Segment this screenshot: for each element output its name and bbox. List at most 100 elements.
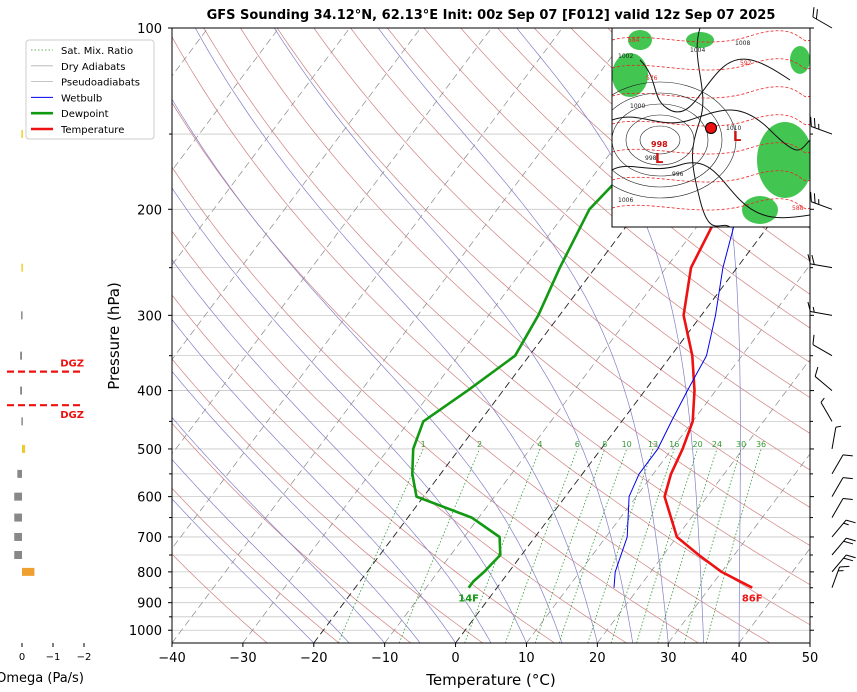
barb-flag — [846, 554, 856, 559]
mixing-ratio-line — [705, 448, 762, 643]
barb-flag — [843, 557, 854, 562]
dry-adiabat-line — [276, 28, 810, 508]
y-tick-label: 1000 — [129, 624, 162, 639]
mixing-ratio-line — [337, 448, 424, 643]
pseudoadiabat-line — [516, 28, 705, 643]
mixing-ratio-line — [610, 448, 675, 643]
barb-flag — [807, 254, 811, 264]
barb-flag — [813, 118, 816, 128]
map-content: 1002 1004 1000 998 1010 1008 1006 996 584 576 588 5… — [612, 28, 810, 227]
wind-barb — [820, 397, 833, 422]
mixing-ratio-line — [587, 448, 654, 643]
barb-staff — [812, 16, 833, 29]
x-tick-label: 0 — [451, 651, 459, 666]
mixing-ratio-label: 4 — [537, 440, 542, 449]
barb-staff — [810, 263, 833, 269]
pseudoadiabat-line — [172, 370, 421, 643]
map-height-label: 584 — [628, 37, 640, 44]
barb-flag — [846, 519, 856, 524]
wind-barb — [831, 425, 842, 450]
omega-bar — [14, 532, 22, 541]
dgz-label: DGZ — [60, 410, 84, 421]
dry-adiabat-line — [172, 294, 555, 643]
pseudoadiabat-line — [172, 459, 350, 643]
chart-title: GFS Sounding 34.12°N, 62.13°E Init: 00z … — [207, 8, 776, 23]
map-height-label: 592 — [740, 60, 752, 67]
barb-flag — [807, 301, 811, 312]
pseudoadiabat-line — [676, 28, 741, 643]
barb-flag — [842, 498, 853, 501]
barb-staff — [831, 477, 844, 497]
barb-flag — [813, 193, 816, 204]
mixing-ratio-label: 8 — [602, 440, 607, 449]
wind-barb — [831, 498, 853, 518]
surface-dewpoint-label: 14F — [458, 594, 479, 605]
mixing-ratio-label: 10 — [622, 440, 632, 449]
wind-barb — [810, 191, 833, 210]
x-tick-label: 40 — [731, 651, 748, 666]
omega-bar — [22, 567, 35, 576]
barb-half-flag — [843, 522, 849, 526]
pseudoadiabat-line — [172, 416, 385, 643]
map-height-contour — [612, 114, 810, 127]
barb-flag — [846, 537, 856, 542]
map-coastline — [612, 109, 810, 151]
dry-adiabat-line — [172, 358, 483, 643]
map-height-contour — [612, 142, 810, 155]
map-isobar — [612, 92, 723, 188]
dewpoint-line — [411, 28, 783, 589]
barb-half-flag — [835, 425, 842, 428]
wind-barb — [812, 7, 833, 29]
dry-adiabat-line — [172, 101, 771, 643]
dry-adiabat-line — [172, 487, 340, 643]
map-moisture-area — [628, 30, 652, 50]
y-tick-label: 100 — [137, 22, 162, 37]
omega-bar — [20, 351, 22, 360]
map-isobar-label: 1000 — [630, 103, 645, 110]
mixing-ratio-line — [505, 448, 578, 643]
wind-barb — [831, 537, 856, 556]
map-isobar — [625, 114, 695, 166]
map-height-contour — [612, 198, 810, 211]
barb-staff — [831, 498, 844, 518]
x-tick-label: −30 — [229, 651, 256, 666]
surface-temperature-label: 86F — [742, 594, 763, 605]
barb-half-flag — [820, 397, 825, 403]
mixing-ratio-label: 36 — [756, 440, 766, 449]
barb-staff — [812, 344, 833, 357]
mixing-ratio-label: 30 — [736, 440, 746, 449]
omega-tick-label: −1 — [46, 652, 61, 663]
y-tick-label: 900 — [137, 597, 162, 612]
x-tick-label: −10 — [371, 651, 398, 666]
barb-staff — [831, 537, 847, 556]
mixing-ratio-line — [657, 448, 718, 643]
mixing-ratio-labels: 1 2 4 6 8 10 13 16 20 24 30 36 — [421, 440, 766, 449]
map-isobar-label: 1006 — [618, 197, 633, 204]
x-tick-label: −20 — [300, 651, 327, 666]
dry-adiabat-line — [350, 28, 810, 434]
y-tick-label: 200 — [137, 203, 162, 218]
map-height-contour — [612, 170, 810, 183]
barb-staff — [831, 427, 837, 450]
barb-flag — [812, 7, 815, 18]
omega-bar — [21, 130, 23, 139]
pseudoadiabat-line — [172, 318, 456, 643]
map-moisture-area — [686, 32, 714, 48]
map-isobar-label: 996 — [672, 171, 684, 178]
wind-barb — [812, 334, 833, 357]
map-low-symbol-east: L — [733, 130, 741, 145]
map-low-symbol: L — [655, 152, 663, 167]
isotherm-line — [172, 28, 350, 266]
legend-label: Wetbulb — [61, 93, 102, 104]
dry-adiabat-line — [460, 28, 810, 329]
map-low-value: 998 — [651, 140, 668, 149]
omega-bar — [21, 311, 23, 320]
barb-flag — [842, 454, 853, 457]
legend-label: Temperature — [60, 125, 124, 136]
map-moisture-area — [790, 46, 810, 74]
dry-adiabat-line — [240, 28, 810, 546]
mixing-ratio-label: 24 — [712, 440, 722, 449]
mixing-ratio-line — [398, 448, 480, 643]
mixing-ratio-line — [558, 448, 628, 643]
pseudoadiabat-line — [274, 28, 634, 643]
